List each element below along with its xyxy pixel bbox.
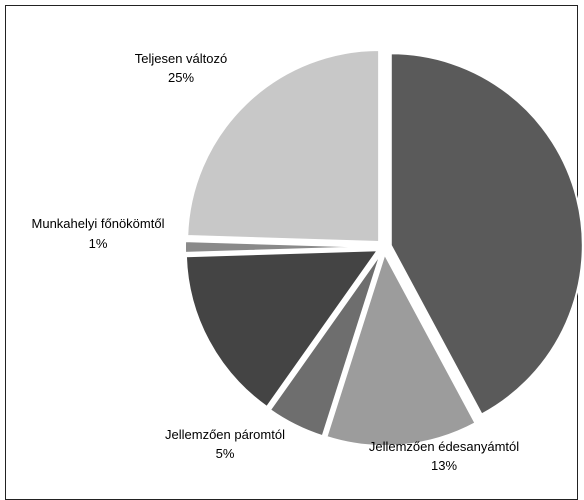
- slice-percent-label: 1%: [89, 236, 108, 251]
- pie-slices: [183, 48, 584, 447]
- slice-percent-label: 5%: [216, 446, 235, 461]
- slice-percent-label: 13%: [431, 458, 457, 473]
- pie-slice-3: [268, 252, 382, 438]
- slice-label: Jellemzően páromtól: [165, 427, 285, 442]
- label-jellemzoen-paromtol: Jellemzően páromtól 5%: [165, 427, 285, 461]
- slice-label: Teljesen változó: [135, 51, 228, 66]
- label-teljesen-valtozo: Teljesen változó 25%: [135, 51, 228, 85]
- pie-slice-6: [186, 48, 381, 244]
- slice-label: Munkahelyi főnökömtől: [32, 216, 165, 231]
- pie-slice-2: [325, 251, 477, 447]
- label-munkahelyi-fonokomtol: Munkahelyi főnökömtől 1%: [32, 216, 165, 251]
- pie-slice-4: [184, 249, 380, 409]
- slice-label: Jellemzően édesanyámtól: [369, 439, 519, 454]
- pie-slice-5: [183, 240, 378, 254]
- slice-percent-label: 25%: [168, 70, 194, 85]
- label-jellemzoen-edesanyamtol: Jellemzően édesanyámtól 13%: [369, 439, 519, 473]
- pie-slice-1: [389, 52, 584, 416]
